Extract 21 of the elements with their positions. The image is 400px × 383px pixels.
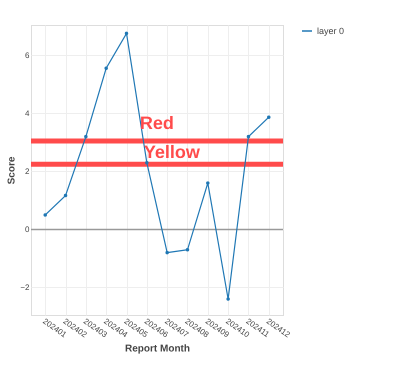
point xyxy=(145,161,149,164)
y-axis-title: Score xyxy=(6,156,18,184)
point xyxy=(206,181,210,185)
point xyxy=(267,115,271,119)
ref-line-label: Red xyxy=(140,113,174,133)
point xyxy=(43,213,47,217)
point xyxy=(104,66,108,70)
point xyxy=(226,297,230,301)
point xyxy=(165,250,169,254)
y-tick-label: 2 xyxy=(25,166,30,176)
legend-label: layer 0 xyxy=(317,26,344,36)
x-axis-title: Report Month xyxy=(125,343,190,354)
point xyxy=(124,32,128,36)
point xyxy=(186,248,190,252)
y-tick-label: 4 xyxy=(25,108,30,118)
point xyxy=(64,194,68,198)
point xyxy=(84,134,88,138)
y-tick-label: −2 xyxy=(20,282,30,292)
y-tick-label: 6 xyxy=(25,50,30,60)
point xyxy=(246,134,250,138)
y-tick-label: 0 xyxy=(25,224,30,234)
